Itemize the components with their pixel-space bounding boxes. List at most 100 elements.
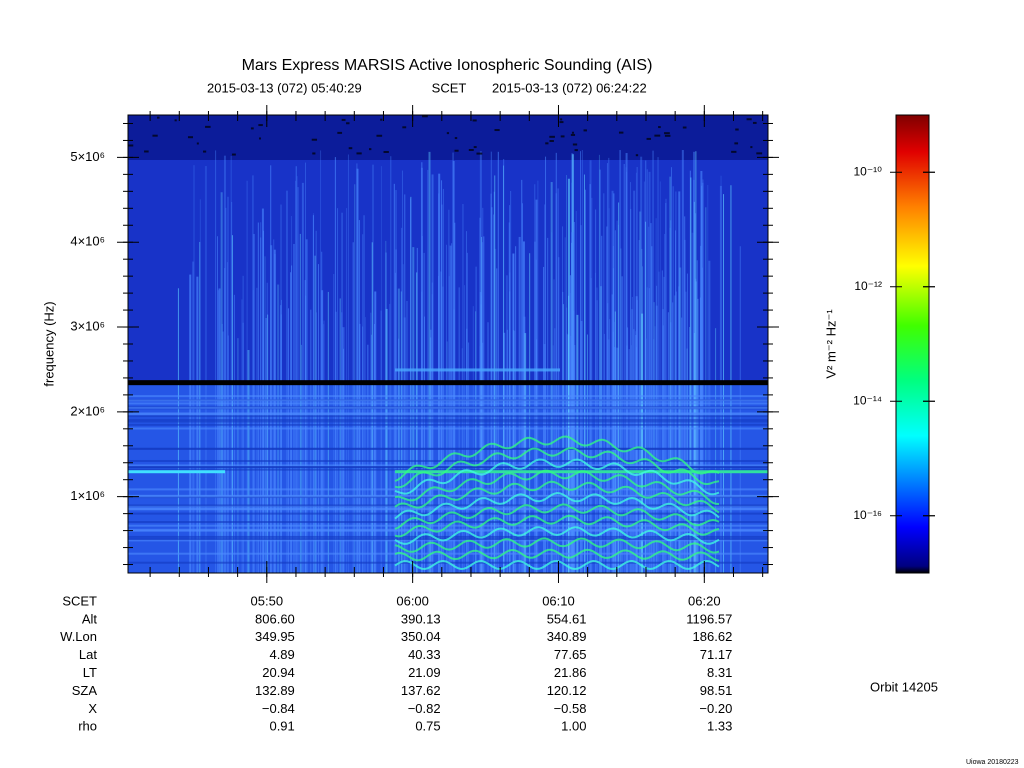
spec-dot	[174, 119, 177, 122]
spec-streak	[226, 262, 228, 573]
spec-dot	[454, 137, 458, 140]
spec-streak	[380, 166, 382, 573]
spec-dot	[494, 129, 500, 132]
spec-line	[128, 395, 768, 398]
spec-line	[128, 552, 768, 555]
y-tick-label: 1×10⁶	[70, 488, 105, 503]
spec-streak	[493, 214, 495, 573]
y-tick-label: 4×10⁶	[70, 234, 105, 249]
spec-streak	[689, 327, 691, 573]
spec-wave	[394, 469, 720, 505]
spec-streak	[700, 170, 703, 573]
spec-wave	[394, 435, 720, 482]
spec-streak	[739, 246, 741, 573]
spec-streak	[218, 288, 221, 573]
spec-top	[128, 115, 768, 160]
spec-streak	[453, 309, 455, 573]
ephemeris-label: SCET	[62, 593, 97, 608]
spec-streak	[300, 344, 302, 573]
spec-streak	[290, 216, 292, 573]
spec-streak	[619, 150, 621, 573]
spec-streak	[452, 160, 455, 573]
spec-streak	[514, 330, 516, 573]
spec-streak	[356, 168, 359, 573]
spec-streak	[257, 222, 259, 573]
spec-streak	[701, 182, 704, 573]
y-tick-label: 2×10⁶	[70, 403, 105, 418]
spec-streak	[665, 198, 667, 573]
spec-line	[128, 507, 768, 510]
ephemeris-value: −0.84	[262, 701, 295, 716]
spec-cyan2	[395, 368, 560, 372]
spec-streak	[295, 180, 297, 573]
spec-streak	[606, 163, 608, 573]
spec-streak	[356, 163, 358, 573]
ephemeris-value: 0.91	[269, 719, 294, 734]
spec-line	[128, 535, 768, 538]
spec-streak	[287, 308, 289, 573]
spec-streak	[380, 310, 382, 573]
spec-streak	[428, 151, 431, 573]
x-tick-label: 06:00	[396, 593, 429, 608]
spec-streak	[295, 166, 297, 573]
spec-streak	[634, 331, 636, 573]
spec-line	[128, 420, 768, 423]
spec-streak	[508, 222, 510, 573]
spec-line	[128, 539, 768, 542]
spec-streak	[667, 312, 669, 573]
spec-streak	[521, 179, 523, 573]
spec-streak	[246, 180, 248, 573]
spec-dot	[734, 142, 739, 145]
spec-streak	[487, 322, 489, 573]
spec-line	[128, 399, 768, 402]
ephemeris-value: 98.51	[700, 683, 733, 698]
spec-streak	[192, 261, 195, 573]
spec-streak	[289, 272, 291, 573]
spec-streak	[589, 184, 591, 573]
spec-streak	[215, 150, 217, 573]
spec-dot	[258, 137, 262, 140]
spec-dot	[476, 152, 483, 155]
spec-streak	[270, 165, 272, 573]
spec-line	[128, 505, 768, 508]
x-tick-label: 05:50	[251, 593, 284, 608]
spec-streak	[571, 152, 574, 573]
spec-streak	[297, 187, 300, 573]
spec-streak	[570, 335, 573, 573]
spec-streak	[400, 291, 402, 573]
y-tick-label: 3×10⁶	[70, 318, 105, 333]
spec-streak	[310, 309, 312, 573]
spec-line	[128, 459, 768, 462]
spec-line	[128, 447, 768, 450]
spec-dot	[376, 134, 383, 137]
spec-streak	[296, 176, 298, 573]
spec-streak	[320, 150, 322, 573]
spec-streak	[685, 291, 687, 573]
spec-streak	[491, 207, 493, 573]
spec-streak	[544, 204, 546, 573]
spec-streak	[506, 329, 508, 573]
spec-streak	[231, 201, 233, 573]
spec-streak	[260, 237, 262, 573]
spec-line	[128, 415, 768, 418]
spec-dot	[571, 131, 575, 134]
spec-streak	[547, 237, 549, 573]
spec-line	[128, 427, 768, 430]
spec-dot	[337, 131, 343, 134]
ephemeris-value: 20.94	[262, 665, 295, 680]
spec-streak	[564, 237, 566, 573]
spec-streak	[430, 329, 432, 573]
spectrogram	[128, 115, 768, 573]
spec-streak	[573, 221, 575, 573]
spec-streak	[705, 207, 707, 573]
ephemeris-value: 390.13	[401, 611, 441, 626]
spec-streak	[681, 150, 684, 573]
spec-streak	[416, 272, 418, 573]
spec-streak	[312, 215, 314, 573]
spec-streak	[406, 301, 408, 573]
spec-dot	[583, 129, 587, 132]
spec-streak	[566, 175, 568, 573]
spec-streak	[367, 344, 369, 573]
spec-streak	[370, 334, 372, 573]
spec-streak	[321, 290, 324, 573]
